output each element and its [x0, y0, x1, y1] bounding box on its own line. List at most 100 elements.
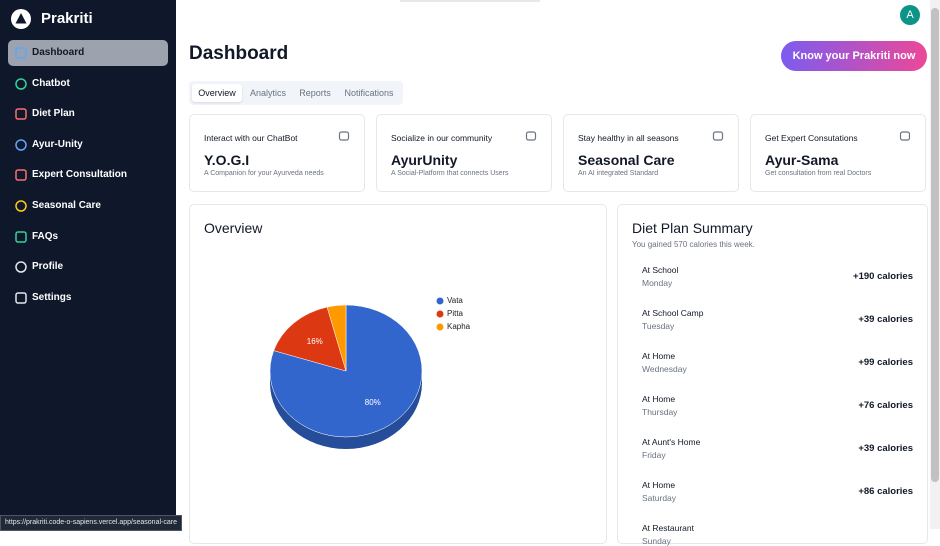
nav-label: Seasonal Care: [32, 200, 101, 211]
sidebar: Prakriti Dashboard Chatbot Diet Plan Ayur-U…: [0, 0, 176, 529]
nav-label: Dashboard: [32, 47, 85, 58]
card-caption: Stay healthy in all seasons: [578, 133, 679, 143]
nav-item[interactable]: Expert Consultation: [8, 162, 168, 188]
diet-place: At Home: [642, 394, 676, 404]
legend-label: Vata: [447, 296, 463, 305]
logo: [11, 9, 31, 29]
slice-label: 16%: [307, 337, 323, 346]
card-title: Y.O.G.I: [204, 152, 250, 168]
tab[interactable]: Reports: [299, 88, 331, 98]
icon-shape: [15, 77, 27, 90]
legend-swatch: [436, 310, 444, 318]
icon-shape: [338, 131, 350, 141]
diet-day: Tuesday: [642, 321, 675, 331]
tab[interactable]: Analytics: [249, 88, 286, 98]
nav-item[interactable]: Chatbot: [8, 71, 168, 97]
card-subtitle: Get consultation from real Doctors: [765, 170, 872, 177]
nav-icon: [15, 292, 27, 304]
card-subtitle: A Social-Platform that connects Users: [391, 170, 509, 177]
card-icon: [899, 131, 911, 141]
card-caption: Socialize in our community: [391, 133, 493, 143]
diet-calories: +39 calories: [858, 314, 913, 325]
nav-icon: [15, 139, 27, 151]
nav-label: Ayur-Unity: [32, 138, 83, 150]
nav-icon: [15, 77, 27, 90]
diet-calories: +86 calories: [858, 486, 913, 497]
card-caption: Interact with our ChatBot: [204, 133, 298, 143]
pie-slice: [326, 304, 347, 372]
avatar[interactable]: A: [900, 5, 920, 25]
card-subtitle: An AI integrated Standard: [578, 170, 659, 177]
card: Stay healthy in all seasons Seasonal Care…: [563, 114, 739, 192]
card: Get Expert Consutations Ayur-Sama Get cons…: [750, 114, 926, 192]
nav-icon: [15, 261, 27, 273]
nav-item[interactable]: Settings: [8, 285, 168, 311]
top-indicator: [400, 0, 540, 2]
card-subtitle: A Companion for your Ayurveda needs: [204, 170, 324, 177]
diet-place: At Aunt's Home: [642, 437, 701, 447]
icon-shape: [15, 230, 27, 243]
icon-shape: [15, 139, 27, 151]
card-caption: Get Expert Consutations: [765, 133, 858, 143]
nav-label: FAQs: [32, 230, 59, 242]
nav-item[interactable]: FAQs: [8, 224, 168, 250]
card-title: AyurUnity: [391, 152, 458, 168]
panel-title: Diet Plan Summary: [632, 220, 753, 236]
legend-swatch: [436, 323, 444, 331]
icon-shape: [15, 292, 27, 304]
nav-item[interactable]: Seasonal Care: [8, 193, 168, 219]
tab[interactable]: Notifications: [344, 88, 394, 98]
panel-title: Overview: [204, 220, 263, 236]
card-icon: [338, 131, 350, 141]
nav-label: Settings: [32, 291, 72, 303]
tab[interactable]: Overview: [192, 84, 242, 102]
nav-item[interactable]: Profile: [8, 254, 168, 280]
diet-panel: Diet Plan Summary You gained 570 calorie…: [617, 204, 928, 546]
pie-chart: 80% Vata 16% Pitta Kapha: [269, 296, 471, 449]
nav-label: Diet Plan: [32, 108, 75, 120]
card: Interact with our ChatBot Y.O.G.I A Compan…: [189, 114, 365, 192]
card-icon: [712, 131, 724, 141]
scrollbar-thumb[interactable]: [931, 8, 939, 482]
diet-day: Friday: [642, 450, 666, 460]
diet-day: Thursday: [642, 407, 678, 417]
diet-place: At Home: [642, 480, 676, 490]
icon-shape: [899, 131, 911, 141]
nav-icon: [15, 230, 27, 243]
nav-icon: [15, 200, 27, 212]
brand: Prakriti: [41, 10, 93, 27]
card: Socialize in our community AyurUnity A Soc…: [376, 114, 552, 192]
diet-day: Wednesday: [642, 364, 687, 374]
pie-slice: [273, 306, 347, 372]
nav-label: Chatbot: [32, 77, 70, 89]
diet-calories: +39 calories: [858, 443, 913, 454]
legend-label: Pitta: [447, 309, 464, 318]
nav-item[interactable]: Dashboard: [8, 40, 168, 66]
icon-shape: [712, 131, 724, 141]
icon-shape: [15, 108, 27, 120]
cta-button[interactable]: Know your Prakriti now: [781, 41, 927, 71]
diet-day: Monday: [642, 278, 673, 288]
nav-item[interactable]: Ayur-Unity: [8, 132, 168, 158]
card-icon: [525, 131, 537, 141]
pie-side: [270, 371, 422, 449]
page-title: Dashboard: [189, 43, 289, 64]
legend-swatch: [436, 297, 444, 305]
card-title: Seasonal Care: [578, 152, 675, 168]
icon-shape: [15, 200, 27, 212]
nav-icon: [15, 169, 27, 182]
diet-calories: +99 calories: [858, 357, 913, 368]
diet-place: At School Camp: [642, 308, 704, 318]
nav-label: Expert Consultation: [32, 169, 128, 181]
icon-shape: [15, 169, 27, 182]
diet-place: At Restaurant: [642, 523, 694, 533]
nav-item[interactable]: Diet Plan: [8, 101, 168, 127]
panel-subtitle: You gained 570 calories this week.: [632, 240, 755, 249]
card-title: Ayur-Sama: [765, 152, 839, 168]
diet-calories: +190 calories: [853, 271, 913, 282]
diet-place: At Home: [642, 351, 676, 361]
slice-label: 80%: [365, 398, 381, 407]
diet-place: At School: [642, 265, 679, 275]
nav-icon: [15, 47, 27, 59]
